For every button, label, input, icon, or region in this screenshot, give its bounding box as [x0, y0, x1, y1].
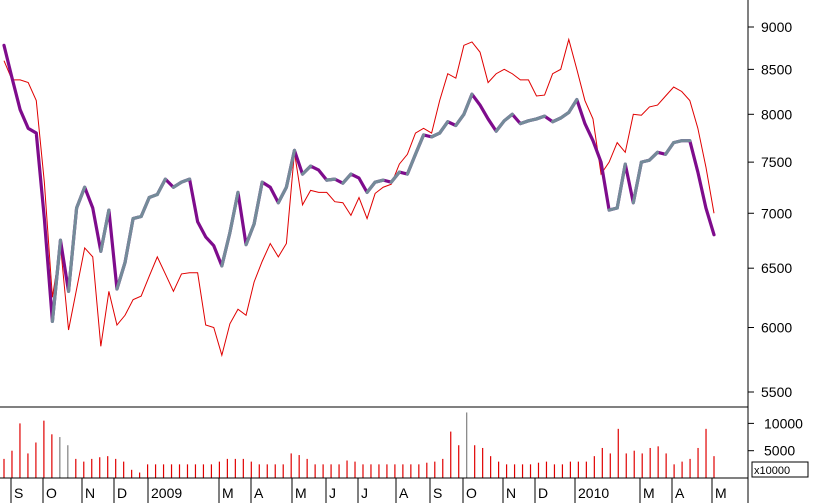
price-line-up-segment [155, 177, 167, 197]
month-label: M [715, 485, 727, 501]
price-line-up-segment [123, 216, 135, 265]
price-line-up-segment [615, 162, 627, 210]
price-line-up-segment [559, 110, 571, 120]
price-line-up-segment [502, 112, 514, 123]
month-label: M [222, 485, 234, 501]
month-label: M [643, 485, 655, 501]
price-line-up-segment [365, 180, 377, 194]
price-line-up-segment [99, 208, 111, 253]
month-label: M [295, 485, 307, 501]
price-line-up-segment [228, 190, 240, 235]
month-label: D [538, 485, 548, 501]
price-line-up-segment [139, 195, 151, 219]
month-label: 2010 [578, 485, 609, 501]
price-tick-label: 5500 [761, 384, 792, 400]
price-line-up-segment [405, 152, 418, 176]
volume-unit-label: x10000 [754, 465, 790, 477]
price-line-up-segment [276, 185, 288, 205]
price-line-up-segment [438, 120, 450, 135]
price-line-up-segment [663, 141, 676, 156]
price-tick-label: 6500 [761, 260, 792, 276]
price-tick-label: 8500 [761, 61, 792, 77]
price-tick-label: 7000 [761, 205, 792, 221]
month-label: N [85, 485, 95, 501]
month-label: A [254, 485, 264, 501]
price-line-up-segment [325, 177, 337, 182]
price-tick-label: 9000 [761, 19, 792, 35]
volume-unit-box [751, 461, 809, 478]
month-label: S [14, 485, 23, 501]
price-tick-label: 6000 [761, 320, 792, 336]
price-tick-label: 8000 [761, 106, 792, 122]
month-label: O [46, 485, 57, 501]
price-line-up-segment [244, 222, 256, 247]
price-line-up-segment [389, 170, 401, 184]
price-line-up-segment [647, 150, 660, 162]
price-line-up-segment [567, 98, 579, 115]
month-label: S [433, 485, 442, 501]
month-label: A [399, 485, 409, 501]
price-line-up-segment [494, 119, 506, 133]
price-line-up-segment [454, 112, 466, 128]
month-label: A [675, 485, 685, 501]
price-line-up-segment [50, 238, 63, 323]
price-line-up-segment [631, 160, 643, 205]
price-line-up-segment [413, 133, 426, 156]
price-panel [2, 37, 716, 358]
average-line [3, 37, 715, 358]
price-line-up-segment [75, 185, 87, 210]
volume-tick-label: 10000 [764, 415, 803, 431]
volume-tick-label: 5000 [764, 443, 795, 459]
volume-panel [3, 412, 715, 478]
price-line-up-segment [179, 177, 192, 184]
price-line-up-segment [66, 206, 79, 293]
month-label: D [117, 485, 127, 501]
month-label: J [329, 485, 336, 501]
price-line-up-segment [300, 164, 313, 176]
month-label: 2009 [151, 485, 182, 501]
month-label: N [506, 485, 516, 501]
price-line-up-segment [373, 178, 385, 184]
price-line-up-segment [115, 260, 127, 291]
price-line-up-segment [534, 114, 547, 121]
price-line-up-segment [252, 180, 264, 226]
month-label: O [466, 485, 477, 501]
price-tick-label: 7500 [761, 154, 792, 170]
price-line-up-segment [220, 230, 232, 268]
price-line-up-segment [462, 92, 474, 116]
month-label: J [361, 485, 368, 501]
price-line-up-segment [341, 172, 353, 185]
price-line-up-segment [284, 148, 297, 189]
month-axis: S O N D 2009 M A M J J A S O N D 2010 M A M [10, 478, 727, 503]
